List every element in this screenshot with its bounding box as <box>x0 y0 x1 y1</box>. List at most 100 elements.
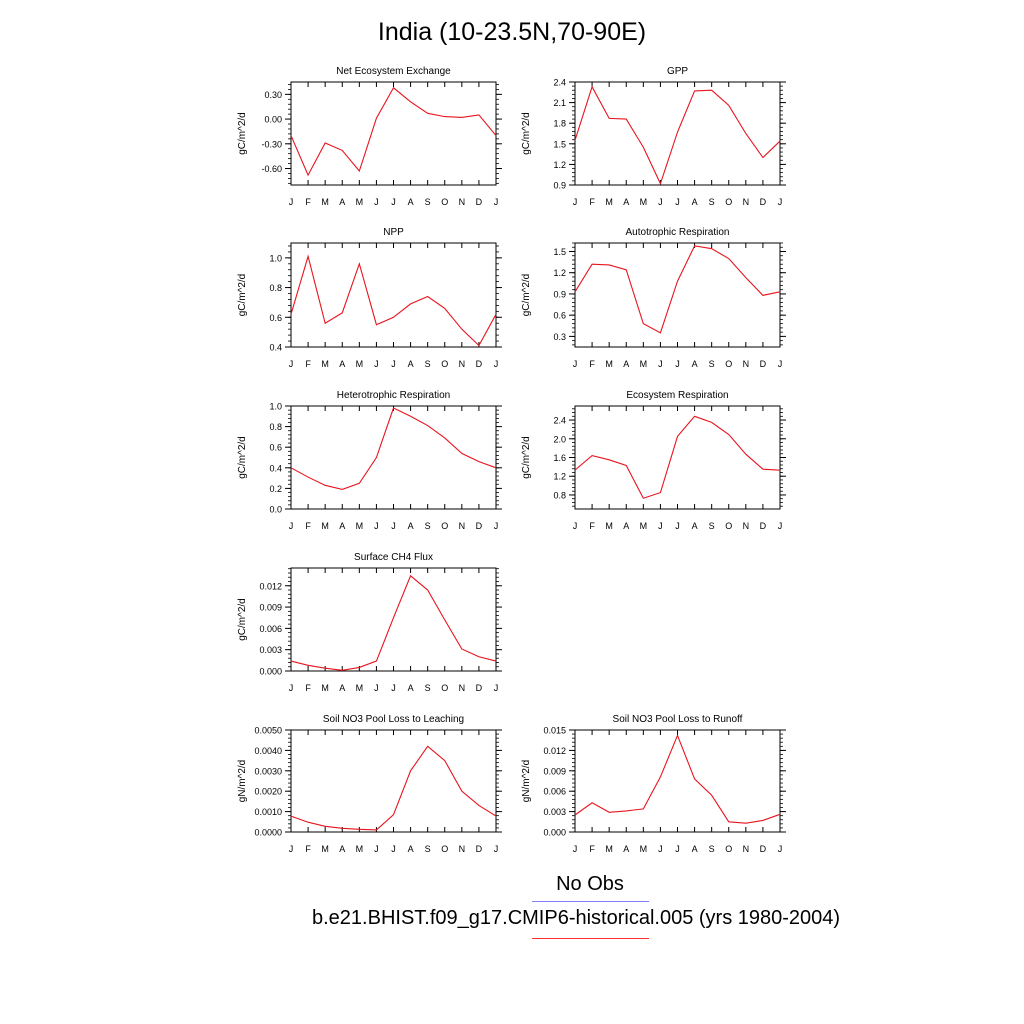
x-tick-label: N <box>743 521 750 531</box>
chart-panel-8: Soil NO3 Pool Loss to Leaching gN/m^2/d J F… <box>237 714 502 854</box>
y-tick-label: 0.8 <box>269 283 282 293</box>
x-tick-label: A <box>408 359 414 369</box>
x-tick-label: J <box>675 844 680 854</box>
series-line <box>290 86 497 177</box>
x-tick-label: O <box>441 844 448 854</box>
y-tick-label: -0.60 <box>261 164 282 174</box>
x-tick-label: F <box>305 683 311 693</box>
x-tick-label: N <box>743 359 750 369</box>
x-tick-label: F <box>305 844 311 854</box>
x-tick-label: D <box>760 844 767 854</box>
y-tick-label: 0.3 <box>553 332 566 342</box>
y-axis-label: gC/m^2/d <box>521 112 532 155</box>
series-line <box>290 745 497 831</box>
y-tick-label: 2.0 <box>553 434 566 444</box>
series-line <box>574 415 781 499</box>
y-tick-label: 0.0 <box>269 505 282 515</box>
series-line <box>574 733 781 824</box>
y-tick-label: 1.2 <box>553 160 566 170</box>
x-tick-label: M <box>356 683 364 693</box>
y-tick-label: 0.00 <box>264 115 282 125</box>
chart-title: Surface CH4 Flux <box>354 552 433 563</box>
x-tick-label: J <box>391 844 396 854</box>
x-tick-label: J <box>675 521 680 531</box>
x-tick-label: F <box>305 197 311 207</box>
plot-frame <box>574 729 781 833</box>
x-tick-label: J <box>391 683 396 693</box>
x-tick-label: S <box>425 844 431 854</box>
y-tick-label: 1.5 <box>553 139 566 149</box>
y-axis-label: gC/m^2/d <box>521 436 532 479</box>
x-tick-label: M <box>640 521 648 531</box>
y-axis-label: gC/m^2/d <box>237 436 248 479</box>
x-tick-label: M <box>356 844 364 854</box>
x-tick-label: A <box>408 197 414 207</box>
y-axis-label: gC/m^2/d <box>237 112 248 155</box>
y-axis-label: gN/m^2/d <box>521 760 532 803</box>
y-tick-label: 0.009 <box>259 603 282 613</box>
y-tick-label: 0.9 <box>553 181 566 191</box>
x-tick-label: F <box>589 197 595 207</box>
y-tick-label: 0.8 <box>269 422 282 432</box>
y-tick-label: 2.4 <box>553 416 566 426</box>
y-tick-label: 0.9 <box>553 289 566 299</box>
y-tick-label: 0.4 <box>269 343 282 353</box>
x-tick-label: A <box>692 359 698 369</box>
x-tick-label: D <box>760 359 767 369</box>
x-tick-label: J <box>573 359 578 369</box>
x-tick-label: N <box>459 197 466 207</box>
y-tick-label: 1.0 <box>269 253 282 263</box>
x-tick-label: A <box>623 197 629 207</box>
x-tick-label: A <box>623 521 629 531</box>
x-tick-label: D <box>760 197 767 207</box>
y-tick-label: 0.000 <box>543 828 566 838</box>
y-tick-label: 0.0030 <box>254 766 282 776</box>
chart-title: Ecosystem Respiration <box>626 390 728 401</box>
y-tick-label: 0.0010 <box>254 807 282 817</box>
x-tick-label: A <box>692 197 698 207</box>
x-tick-label: J <box>289 683 294 693</box>
x-tick-label: J <box>391 521 396 531</box>
x-tick-label: O <box>441 197 448 207</box>
x-tick-label: A <box>408 683 414 693</box>
x-tick-label: S <box>425 521 431 531</box>
x-tick-label: N <box>743 844 750 854</box>
x-tick-label: J <box>778 197 783 207</box>
series-line <box>574 85 781 186</box>
x-tick-label: J <box>391 197 396 207</box>
x-tick-label: D <box>476 521 483 531</box>
y-tick-label: 0.000 <box>259 667 282 677</box>
x-tick-label: O <box>725 521 732 531</box>
x-tick-label: M <box>605 521 613 531</box>
legend-obs-label: No Obs <box>556 873 624 895</box>
y-tick-label: 0.6 <box>553 311 566 321</box>
y-axis-label: gC/m^2/d <box>237 598 248 641</box>
x-tick-label: A <box>339 683 345 693</box>
x-tick-label: D <box>476 683 483 693</box>
x-tick-label: N <box>743 197 750 207</box>
x-tick-label: J <box>494 197 499 207</box>
y-tick-label: 0.015 <box>543 726 566 736</box>
x-tick-label: S <box>709 359 715 369</box>
x-tick-label: A <box>692 844 698 854</box>
y-tick-label: 0.006 <box>259 624 282 634</box>
y-tick-label: 0.30 <box>264 90 282 100</box>
x-tick-label: D <box>476 359 483 369</box>
y-tick-label: 0.2 <box>269 484 282 494</box>
series-line <box>290 574 497 671</box>
y-axis-label: gC/m^2/d <box>237 274 248 317</box>
x-tick-label: S <box>709 844 715 854</box>
y-tick-label: 0.003 <box>259 645 282 655</box>
x-tick-label: J <box>658 197 663 207</box>
x-tick-label: J <box>374 844 379 854</box>
series-line <box>290 407 497 491</box>
y-tick-label: 0.003 <box>543 807 566 817</box>
chart-title: GPP <box>667 66 688 77</box>
x-tick-label: A <box>408 844 414 854</box>
x-tick-label: J <box>494 844 499 854</box>
x-tick-label: A <box>692 521 698 531</box>
x-tick-label: M <box>356 521 364 531</box>
x-tick-label: A <box>623 359 629 369</box>
x-tick-label: J <box>494 683 499 693</box>
x-tick-label: M <box>640 197 648 207</box>
